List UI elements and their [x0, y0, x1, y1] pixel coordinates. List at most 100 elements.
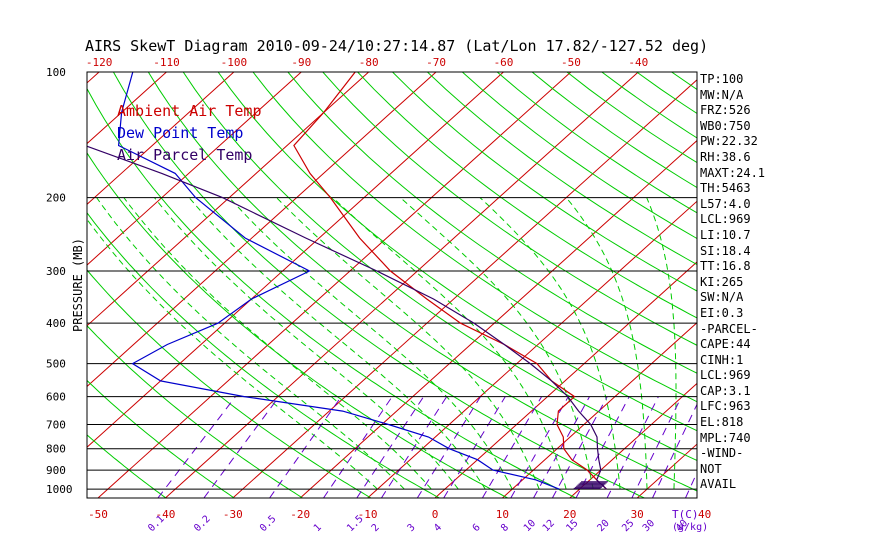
- top-tick-label: -40: [628, 56, 648, 69]
- bottom-tick-label: 10: [496, 508, 509, 521]
- isotherm-line: [502, 322, 697, 498]
- mixing-ratio-label: 0.5: [258, 514, 279, 535]
- index-entry: CINH:1: [700, 352, 744, 367]
- isotherm-line: [87, 72, 504, 448]
- mixing-ratio-line: [533, 396, 590, 498]
- mixing-ratio-line: [575, 396, 630, 498]
- index-entry: PW:22.32: [700, 134, 758, 149]
- legend-entry: Dew Point Temp: [117, 124, 243, 142]
- y-tick-label: 800: [46, 443, 66, 456]
- dry-adiabat-line: [252, 72, 697, 403]
- mixing-ratio-line: [157, 396, 236, 498]
- y-tick-label: 500: [46, 358, 66, 371]
- mixing-ratio-label: 8: [499, 522, 511, 534]
- isotherm-line: [87, 72, 369, 327]
- index-entry: KI:265: [700, 274, 744, 289]
- mixing-ratio-line: [356, 396, 425, 498]
- stability-index-panel: TP:100 MW:N/A FRZ:526 WB0:750 PW:22.32 RH:38.…: [700, 72, 865, 493]
- mixing-ratio-line: [269, 396, 342, 498]
- mixing-ratio-label: 20: [595, 518, 611, 534]
- dry-adiabat-line: [357, 72, 697, 319]
- dry-adiabat-line: [87, 434, 167, 498]
- isotherm-line: [87, 72, 235, 205]
- y-tick-label: 700: [46, 419, 66, 432]
- bottom-tick-label: -40: [155, 508, 175, 521]
- dry-adiabat-line: [112, 72, 645, 498]
- index-entry: MPL:740: [700, 430, 751, 445]
- chart-title: AIRS SkewT Diagram 2010-09-24/10:27:14.8…: [85, 37, 708, 55]
- dry-adiabat-line: [87, 87, 577, 498]
- index-entry: MW:N/A: [700, 87, 744, 102]
- y-tick-label: 300: [46, 265, 66, 278]
- dry-adiabat-line: [217, 72, 697, 432]
- bottom-tick-label: 30: [631, 508, 644, 521]
- isotherm-line: [367, 200, 697, 498]
- mixing-ratio-label: 10: [522, 518, 538, 534]
- dry-adiabat-line: [322, 72, 697, 346]
- index-entry: -WIND-: [700, 446, 744, 461]
- index-entry: MAXT:24.1: [700, 165, 766, 180]
- index-entry: EI:0.3: [700, 305, 744, 320]
- index-entry: TP:100: [700, 72, 744, 86]
- index-entry: FRZ:526: [700, 103, 751, 118]
- dry-adiabat-line: [87, 211, 440, 498]
- isotherm-line: [87, 72, 437, 388]
- bottom-tick-label: -20: [290, 508, 310, 521]
- dry-adiabat-line: [87, 379, 235, 498]
- isotherm-line: [299, 139, 697, 498]
- dry-adiabat-line: [182, 72, 697, 462]
- isotherm-line: [569, 382, 697, 498]
- isotherm-line: [232, 79, 697, 498]
- mixing-ratio-line: [606, 396, 659, 498]
- mixing-ratio-label: 0.2: [192, 514, 213, 535]
- index-entry: LI:10.7: [700, 227, 751, 242]
- dry-adiabat-line: [87, 269, 372, 498]
- dry-adiabat-line: [392, 72, 697, 292]
- top-tick-label: -70: [426, 56, 446, 69]
- dry-adiabat-line: [87, 152, 508, 498]
- legend-entry: Air Parcel Temp: [117, 146, 252, 164]
- index-entry: LCL:969: [700, 368, 751, 383]
- top-tick-label: -100: [221, 56, 248, 69]
- dry-adiabat-line: [87, 324, 303, 498]
- legend: Ambient Air Temp Dew Point Temp Air Parcel…: [117, 102, 262, 164]
- mixing-ratio-unit-label: (g/kg): [672, 522, 708, 533]
- top-tick-label: -60: [494, 56, 514, 69]
- y-tick-label: 1000: [46, 483, 73, 496]
- mixing-ratio-line: [443, 396, 506, 498]
- index-entry: TT:16.8: [700, 259, 751, 274]
- isotherm-line: [165, 72, 639, 498]
- index-entry: AVAIL: [700, 477, 737, 492]
- bottom-tick-label: 20: [563, 508, 576, 521]
- background-grid: [0, 72, 697, 498]
- moist-adiabat-line: [400, 197, 594, 490]
- mixing-ratio-line: [685, 471, 697, 498]
- index-entry: WB0:750: [700, 118, 751, 133]
- bottom-tick-label: -10: [358, 508, 378, 521]
- mixing-ratio-line: [481, 396, 543, 498]
- index-entry: SI:18.4: [700, 243, 751, 258]
- index-entry: CAP:3.1: [700, 383, 751, 398]
- mixing-ratio-line: [380, 396, 448, 498]
- index-entry: TH:5463: [700, 181, 751, 196]
- isotherm-line: [87, 72, 167, 145]
- moist-adiabat-line: [154, 197, 459, 490]
- isotherm-line: [0, 72, 32, 498]
- legend-entry: Ambient Air Temp: [117, 102, 262, 120]
- mixing-ratio-label: 1: [312, 522, 324, 534]
- y-tick-label: 900: [46, 464, 66, 477]
- index-entry: RH:38.6: [700, 149, 751, 164]
- series-lines: [87, 72, 609, 490]
- y-axis-label: PRESSURE (MB): [71, 238, 85, 332]
- moist-adiabat-line: [123, 197, 432, 490]
- top-tick-label: -50: [561, 56, 581, 69]
- top-tick-label: -90: [291, 56, 311, 69]
- mixing-ratio-line: [551, 396, 608, 498]
- dry-adiabat-line: [147, 72, 697, 492]
- top-tick-label: -120: [86, 56, 113, 69]
- top-tick-label: -80: [359, 56, 379, 69]
- y-tick-label: 200: [46, 192, 66, 205]
- mixing-ratio-line: [416, 396, 481, 498]
- index-entry: -PARCEL-: [700, 321, 758, 336]
